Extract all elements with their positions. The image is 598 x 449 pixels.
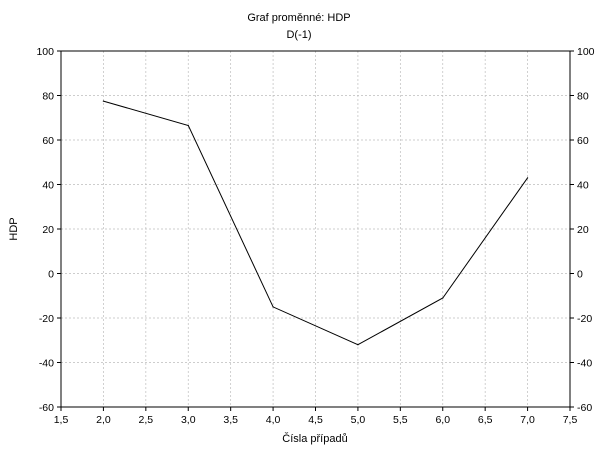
x-tick-label: 7,0 xyxy=(520,414,535,426)
y-tick-label-left: 100 xyxy=(36,46,54,58)
y-tick-label-right: 60 xyxy=(577,135,589,147)
y-tick-label-right: 40 xyxy=(577,180,589,192)
y-tick-label-left: 0 xyxy=(48,269,54,281)
axis-ticks xyxy=(57,50,574,411)
chart-title: Graf proměnné: HDP xyxy=(247,12,350,24)
y-tick-label-left: 20 xyxy=(42,224,54,236)
data-point xyxy=(102,100,105,102)
x-axis-label: Čísla případů xyxy=(282,432,347,445)
x-tick-label: 5,5 xyxy=(393,414,408,426)
y-tick-label-left: -40 xyxy=(39,358,54,370)
data-point xyxy=(272,306,274,308)
tick-labels: 1,5 2,0 2,5 3,0 3,5 4,0 4,5 5,0 5,5 6,0 6,5 7,0 7,5 1… xyxy=(36,46,594,426)
data-point xyxy=(187,124,189,127)
data-point xyxy=(357,344,359,346)
y-tick-label-left: -60 xyxy=(39,402,54,414)
x-tick-label: 3,0 xyxy=(181,414,196,426)
y-tick-label-right: 20 xyxy=(577,224,589,236)
x-tick-label: 7,5 xyxy=(563,414,578,426)
y-tick-label-left: 80 xyxy=(42,91,54,103)
series-group xyxy=(102,100,529,346)
y-axis-label: HDP xyxy=(8,217,20,240)
y-tick-label-right: 80 xyxy=(577,91,589,103)
y-tick-label-right: -20 xyxy=(577,313,592,325)
x-tick-label: 5,0 xyxy=(351,414,366,426)
chart-subtitle: D(-1) xyxy=(286,29,311,41)
y-tick-label-left: 40 xyxy=(42,180,54,192)
y-tick-label-right: -60 xyxy=(577,402,592,414)
data-point xyxy=(526,177,529,179)
y-tick-label-right: -40 xyxy=(577,358,592,370)
grid xyxy=(61,51,570,407)
x-tick-label: 6,5 xyxy=(478,414,493,426)
x-tick-label: 3,5 xyxy=(223,414,238,426)
y-tick-label-left: 60 xyxy=(42,135,54,147)
y-tick-label-right: 100 xyxy=(577,46,595,58)
data-point xyxy=(442,297,444,299)
x-tick-label: 6,0 xyxy=(435,414,450,426)
x-tick-label: 4,0 xyxy=(266,414,281,426)
x-tick-label: 2,5 xyxy=(139,414,154,426)
x-tick-label: 4,5 xyxy=(308,414,323,426)
y-tick-label-left: -20 xyxy=(39,313,54,325)
x-tick-label: 1,5 xyxy=(54,414,69,426)
y-tick-label-right: 0 xyxy=(577,269,583,281)
x-tick-label: 2,0 xyxy=(96,414,111,426)
series-line xyxy=(103,100,529,346)
